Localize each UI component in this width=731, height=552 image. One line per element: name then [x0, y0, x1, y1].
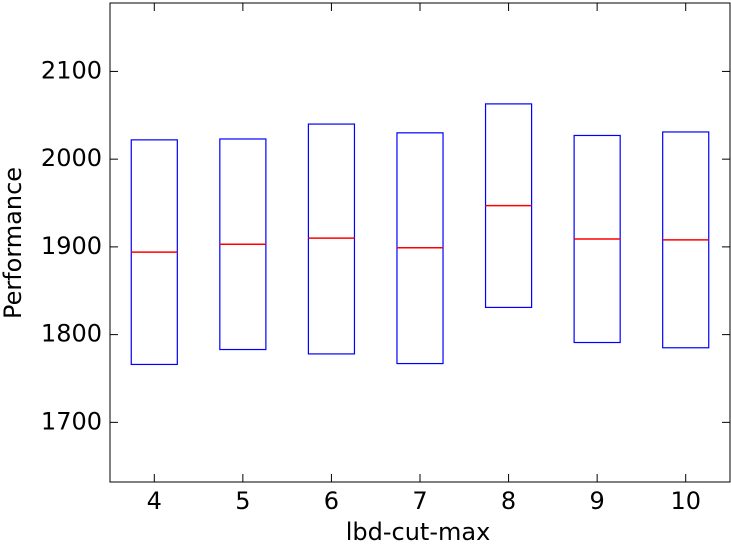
x-tick-label: 10 — [670, 487, 701, 515]
y-tick-label: 1800 — [41, 320, 102, 348]
y-tick-label: 2100 — [41, 56, 102, 84]
x-tick-label: 4 — [147, 487, 162, 515]
x-tick-label: 7 — [412, 487, 427, 515]
y-tick-label: 1700 — [41, 407, 102, 435]
x-axis-label: lbd-cut-max — [346, 518, 491, 546]
y-tick-label: 2000 — [41, 144, 102, 172]
x-tick-label: 9 — [590, 487, 605, 515]
plot-frame — [109, 2, 731, 483]
x-tick-label: 5 — [235, 487, 250, 515]
y-axis-label: Performance — [0, 167, 27, 319]
x-tick-label: 8 — [501, 487, 516, 515]
y-tick-label: 1900 — [41, 232, 102, 260]
box — [307, 123, 356, 355]
x-tick-label: 6 — [324, 487, 339, 515]
